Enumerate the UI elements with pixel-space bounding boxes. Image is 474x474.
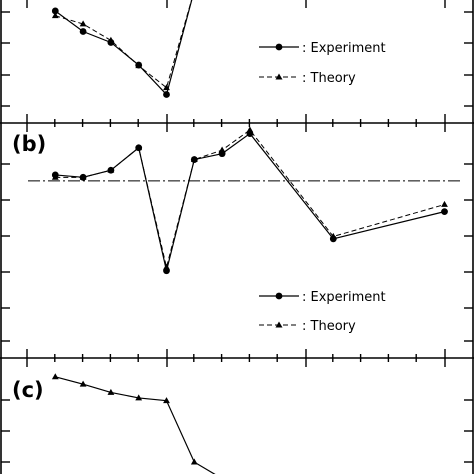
legend-top-experiment-label: : Experiment bbox=[302, 41, 386, 56]
series-line-a-1 bbox=[54, 0, 193, 96]
data-point-c-1-4 bbox=[135, 394, 143, 401]
data-point-a-1-1 bbox=[51, 7, 59, 15]
data-point-c-1-3 bbox=[107, 388, 115, 395]
data-point-a-2-3 bbox=[107, 36, 115, 43]
data-point-b-2-8 bbox=[246, 126, 254, 133]
data-point-a-2-4 bbox=[135, 62, 143, 69]
legend-middle-experiment-marker bbox=[275, 292, 283, 300]
data-point-c-1-6 bbox=[190, 458, 198, 465]
panel-label-b: (b) bbox=[12, 132, 46, 156]
plot-panel-a bbox=[51, 0, 193, 98]
data-point-a-1-2 bbox=[79, 28, 87, 35]
data-point-b-2-10 bbox=[441, 200, 448, 207]
plot-panel-c bbox=[51, 373, 216, 474]
data-point-b-2-7 bbox=[218, 146, 226, 153]
data-point-b-2-3 bbox=[107, 166, 115, 173]
data-point-b-2-6 bbox=[190, 155, 198, 162]
legend-top-theory-label: : Theory bbox=[302, 71, 356, 86]
legend-top-experiment-marker bbox=[275, 43, 283, 51]
legend-top-theory-marker bbox=[275, 73, 283, 80]
data-point-a-2-5 bbox=[163, 84, 170, 91]
data-point-b-2-2 bbox=[79, 173, 87, 180]
data-point-a-2-1 bbox=[51, 12, 59, 19]
series-line-b-2 bbox=[55, 129, 445, 268]
data-point-c-1-2 bbox=[79, 380, 87, 387]
series-line-a-2 bbox=[55, 0, 193, 89]
data-point-c-1-1 bbox=[51, 373, 59, 380]
legend-middle-experiment-label: : Experiment bbox=[302, 290, 386, 305]
legend-middle: : Experiment : Theory bbox=[259, 290, 386, 334]
series-line-c-1 bbox=[55, 376, 216, 474]
series-line-b-1 bbox=[55, 132, 445, 271]
data-point-b-1-10 bbox=[441, 208, 448, 216]
data-point-b-2-4 bbox=[135, 144, 143, 151]
data-point-b-2-9 bbox=[329, 232, 337, 239]
plot-panel-b bbox=[51, 126, 448, 275]
data-point-b-2-1 bbox=[51, 173, 59, 180]
legend-middle-theory-label: : Theory bbox=[302, 319, 356, 334]
legend-top: : Experiment : Theory bbox=[259, 41, 386, 86]
panel-label-c: (c) bbox=[12, 378, 44, 402]
data-point-b-2-5 bbox=[163, 263, 170, 270]
data-point-a-2-2 bbox=[79, 20, 87, 27]
data-point-a-1-5 bbox=[163, 91, 170, 98]
tick-marks bbox=[1, 0, 473, 463]
legend-middle-theory-marker bbox=[275, 321, 283, 328]
data-point-c-1-5 bbox=[163, 397, 170, 404]
